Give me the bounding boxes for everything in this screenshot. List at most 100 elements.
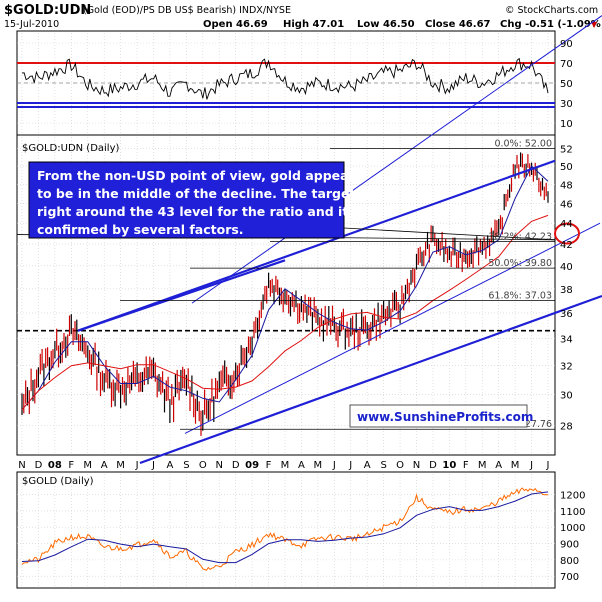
x-tick-label: A: [495, 460, 502, 471]
x-tick-label: M: [478, 460, 487, 471]
x-tick-label: J: [529, 460, 533, 471]
x-tick-label: J: [151, 460, 155, 471]
rsi-tick-label: 50: [560, 79, 573, 90]
main-tick-label: 38: [560, 285, 573, 296]
chart-date: 15-Jul-2010: [4, 19, 59, 30]
change-value: Chg -0.51 (-1.09%): [500, 19, 602, 30]
main-tick-label: 34: [560, 335, 573, 346]
main-tick-label: 42: [560, 240, 573, 251]
annotation-line-1: From the non-USD point of view, gold app…: [37, 168, 362, 183]
main-panel-label: $GOLD:UDN (Daily): [22, 143, 120, 154]
gold-panel-label: $GOLD (Daily): [22, 476, 94, 487]
main-tick-label: 32: [560, 362, 573, 373]
x-tick-label: J: [332, 460, 336, 471]
x-tick-label: D: [429, 460, 437, 471]
rsi-tick-label: 70: [560, 59, 573, 70]
x-tick-label: N: [18, 460, 25, 471]
x-tick-label: M: [314, 460, 323, 471]
main-tick-label: 46: [560, 199, 573, 210]
annotation-box: [28, 161, 345, 239]
gold-price-plot: [21, 487, 549, 571]
main-tick-label: 50: [560, 162, 573, 173]
main-tick-label: 28: [560, 421, 573, 432]
x-tick-label: M: [281, 460, 290, 471]
open-value: Open 46.69: [203, 19, 268, 30]
x-tick-label: 10: [442, 460, 456, 471]
x-tick-label: 09: [245, 460, 259, 471]
main-tick-label: 44: [560, 219, 573, 230]
annotation-line-2: to be in the middle of the decline. The …: [37, 186, 372, 201]
gold-tick-label: 1000: [560, 523, 585, 534]
x-tick-label: F: [463, 460, 469, 471]
rsi-tick-label: 10: [560, 119, 573, 130]
x-tick-label: O: [396, 460, 404, 471]
x-tick-label: M: [116, 460, 125, 471]
x-tick-label: A: [298, 460, 305, 471]
x-tick-label: O: [199, 460, 207, 471]
channel-line-outer: [191, 15, 602, 304]
gold-tick-label: 800: [560, 556, 579, 567]
x-tick-label: J: [546, 460, 550, 471]
x-tick-label: N: [413, 460, 420, 471]
gold-panel-frame: [16, 471, 556, 589]
copyright-text: © StockCharts.com: [505, 5, 598, 16]
trendline-upper: [77, 159, 556, 332]
chart-symbol: $GOLD:UDN: [4, 3, 91, 18]
main-tick-label: 36: [560, 309, 573, 320]
gold-tick-label: 700: [560, 572, 579, 583]
rsi-indicator: [21, 57, 549, 100]
x-tick-label: S: [380, 460, 386, 471]
fibonacci-level-label: 50.0%: 39.80: [488, 258, 552, 269]
x-tick-label: N: [216, 460, 223, 471]
gold-tick-label: 1200: [560, 491, 585, 502]
x-tick-label: A: [364, 460, 371, 471]
x-tick-label: M: [511, 460, 520, 471]
x-tick-label: J: [348, 460, 352, 471]
x-axis-labels: N D 08 F M A M J J A S O N D 09 F M A M J J A S O N D 10 F M A M J J: [18, 460, 549, 471]
trendline-upper-early: [77, 259, 286, 332]
x-tick-label: S: [183, 460, 189, 471]
x-tick-label: M: [83, 460, 92, 471]
fibonacci-level-label: 61.8%: 37.03: [488, 290, 552, 301]
channel-line-lower: [184, 222, 601, 434]
main-tick-label: 52: [560, 145, 573, 156]
watermark-text: www.SunshineProfits.com: [357, 410, 533, 424]
x-tick-label: D: [232, 460, 240, 471]
close-value: Close 46.67: [425, 19, 491, 30]
rsi-line: [21, 57, 549, 100]
x-tick-label: D: [35, 460, 43, 471]
low-value: Low 46.50: [357, 19, 415, 30]
main-tick-label: 30: [560, 391, 573, 402]
watermark-box: [349, 404, 528, 428]
main-price-plot: [16, 15, 602, 465]
x-tick-label: A: [167, 460, 174, 471]
trendline-long-support: [139, 294, 602, 465]
fibonacci-level-label: 38.2%: 42.23: [488, 232, 552, 243]
gold-tick-label: 900: [560, 540, 579, 551]
x-tick-label: F: [266, 460, 272, 471]
rsi-tick-label: 90: [560, 39, 573, 50]
x-tick-label: J: [135, 460, 139, 471]
x-tick-label: F: [68, 460, 74, 471]
high-value: High 47.01: [283, 19, 344, 30]
main-tick-label: 48: [560, 180, 573, 191]
axis-ticks: 90 70 50 30 10 52 50 48 46 44 42 40 38 36 34 32 30 28 1200…: [560, 39, 585, 583]
gold-moving-average: [21, 491, 549, 564]
fibonacci-level-label: 0.0%: 52.00: [494, 139, 552, 150]
chg-down-arrow-icon: ▼: [591, 20, 598, 29]
moving-average-short: [21, 165, 549, 411]
gold-gridlines: [17, 474, 555, 586]
gold-price-line: [21, 487, 549, 571]
main-tick-label: 40: [560, 262, 573, 273]
rsi-tick-label: 30: [560, 99, 573, 110]
x-tick-label: A: [101, 460, 108, 471]
main-gridlines: [17, 137, 555, 453]
annotation-line-4: confirmed by several factors.: [37, 222, 244, 237]
annotation-line-3: right around the 43 level for the ratio …: [37, 204, 364, 219]
target-circle-marker: [554, 222, 580, 245]
moving-average-long: [21, 214, 549, 411]
chart-description: (Gold (EOD)/PS DB US$ Bearish) INDX/NYSE: [83, 5, 291, 16]
x-tick-label: 08: [48, 460, 62, 471]
